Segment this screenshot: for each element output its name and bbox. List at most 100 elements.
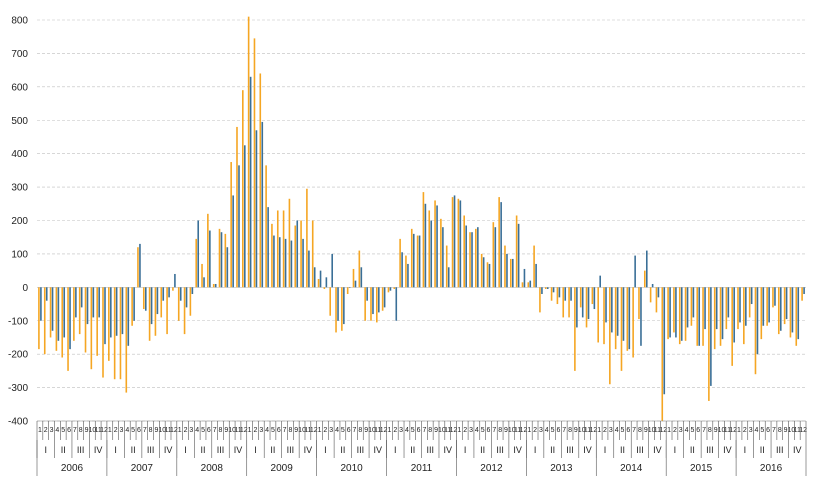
- quarter-tick-label: II: [131, 445, 136, 455]
- bar-series-2: [692, 287, 695, 318]
- month-tick-label: 12: [170, 427, 178, 434]
- bar-series-2: [546, 287, 549, 289]
- bar-series-1: [137, 247, 139, 288]
- bar-series-2: [75, 287, 77, 318]
- bar-series-1: [236, 126, 238, 288]
- bar-series-1: [282, 210, 285, 288]
- bar-series-1: [102, 287, 104, 378]
- month-tick-label: 10: [578, 427, 586, 434]
- bar-series-2: [768, 287, 770, 323]
- bar-series-1: [67, 287, 69, 371]
- bar-series-1: [510, 258, 512, 288]
- bar-series-2: [296, 220, 299, 288]
- bar-series-2: [552, 287, 555, 293]
- month-tick-label: 5: [481, 427, 485, 434]
- bar-series-1: [43, 287, 46, 355]
- bar-series-1: [294, 225, 297, 288]
- bar-series-1: [754, 287, 757, 375]
- bar-series-1: [212, 283, 215, 288]
- year-tick-label: 2009: [271, 463, 294, 474]
- bar-series-2: [331, 253, 333, 288]
- month-tick-label: 6: [487, 427, 491, 434]
- bar-series-1: [504, 245, 506, 288]
- bar-series-2: [284, 238, 287, 288]
- y-tick-label: 300: [11, 183, 28, 194]
- month-tick-label: 7: [702, 427, 706, 434]
- bar-series-1: [96, 287, 98, 356]
- bar-series-1: [329, 287, 331, 316]
- bar-series-1: [574, 287, 576, 371]
- bar-series-1: [189, 287, 192, 316]
- bar-series-1: [469, 232, 471, 288]
- month-tick-label: 2: [323, 427, 327, 434]
- bar-series-2: [110, 287, 112, 338]
- bar-series-2: [267, 207, 269, 288]
- bar-series-1: [702, 287, 704, 346]
- bar-series-1: [78, 287, 81, 335]
- bar-series-2: [459, 200, 462, 288]
- bar-series-1: [486, 262, 489, 288]
- bar-series-1: [381, 287, 384, 311]
- quarter-tick-label: I: [324, 445, 327, 455]
- month-tick-label: 12: [589, 427, 597, 434]
- month-tick-label: 4: [335, 427, 339, 434]
- bar-series-2: [378, 287, 380, 313]
- month-tick-label: 1: [737, 427, 741, 434]
- bar-series-1: [434, 200, 436, 288]
- quarter-tick-label: I: [44, 445, 47, 455]
- bar-series-2: [482, 257, 485, 288]
- bar-series-1: [364, 287, 366, 321]
- bar-series-2: [313, 267, 316, 288]
- y-tick-label: 800: [11, 16, 28, 27]
- bar-series-2: [710, 287, 712, 386]
- month-tick-label: 9: [85, 427, 89, 434]
- bar-series-1: [550, 287, 553, 301]
- y-tick-label: -200: [8, 350, 28, 361]
- bar-series-2: [645, 250, 648, 288]
- month-tick-label: 3: [399, 427, 403, 434]
- bar-series-1: [544, 287, 547, 289]
- quarter-tick-label: II: [550, 445, 555, 455]
- bar-series-1: [748, 287, 751, 318]
- bar-series-2: [273, 235, 275, 288]
- month-tick-label: 4: [405, 427, 409, 434]
- bar-series-2: [430, 220, 433, 288]
- bar-series-1: [562, 287, 565, 318]
- bar-series-2: [762, 287, 765, 326]
- bar-series-1: [61, 287, 64, 358]
- y-tick-label: -400: [8, 417, 28, 428]
- bar-series-2: [255, 130, 258, 288]
- quarter-tick-label: II: [480, 445, 485, 455]
- month-tick-label: 12: [310, 427, 318, 434]
- month-tick-label: 9: [714, 427, 718, 434]
- month-tick-label: 12: [450, 427, 458, 434]
- month-tick-label: 9: [784, 427, 788, 434]
- bar-series-2: [721, 287, 724, 340]
- bar-series-2: [634, 255, 636, 288]
- bar-series-2: [733, 287, 735, 343]
- month-tick-label: 5: [271, 427, 275, 434]
- bar-series-1: [183, 287, 186, 335]
- quarter-tick-label: III: [776, 445, 784, 455]
- month-tick-label: 2: [533, 427, 537, 434]
- quarter-tick-label: III: [357, 445, 365, 455]
- quarter-tick-label: IV: [793, 445, 802, 455]
- bar-series-1: [591, 287, 594, 305]
- bar-series-2: [523, 268, 526, 288]
- bar-series-1: [218, 228, 221, 288]
- quarter-tick-label: I: [534, 445, 537, 455]
- bar-series-2: [348, 287, 351, 288]
- month-tick-label: 10: [508, 427, 516, 434]
- bar-series-2: [214, 283, 217, 288]
- year-tick-label: 2013: [550, 463, 573, 474]
- quarter-tick-label: IV: [653, 445, 662, 455]
- bar-series-1: [457, 198, 460, 288]
- month-tick-label: 11: [514, 427, 521, 434]
- month-tick-label: 5: [551, 427, 555, 434]
- bar-series-1: [539, 287, 541, 313]
- bar-series-1: [614, 287, 617, 350]
- quarter-tick-label: III: [426, 445, 434, 455]
- bar-series-2: [308, 250, 310, 288]
- bar-series-1: [242, 90, 244, 288]
